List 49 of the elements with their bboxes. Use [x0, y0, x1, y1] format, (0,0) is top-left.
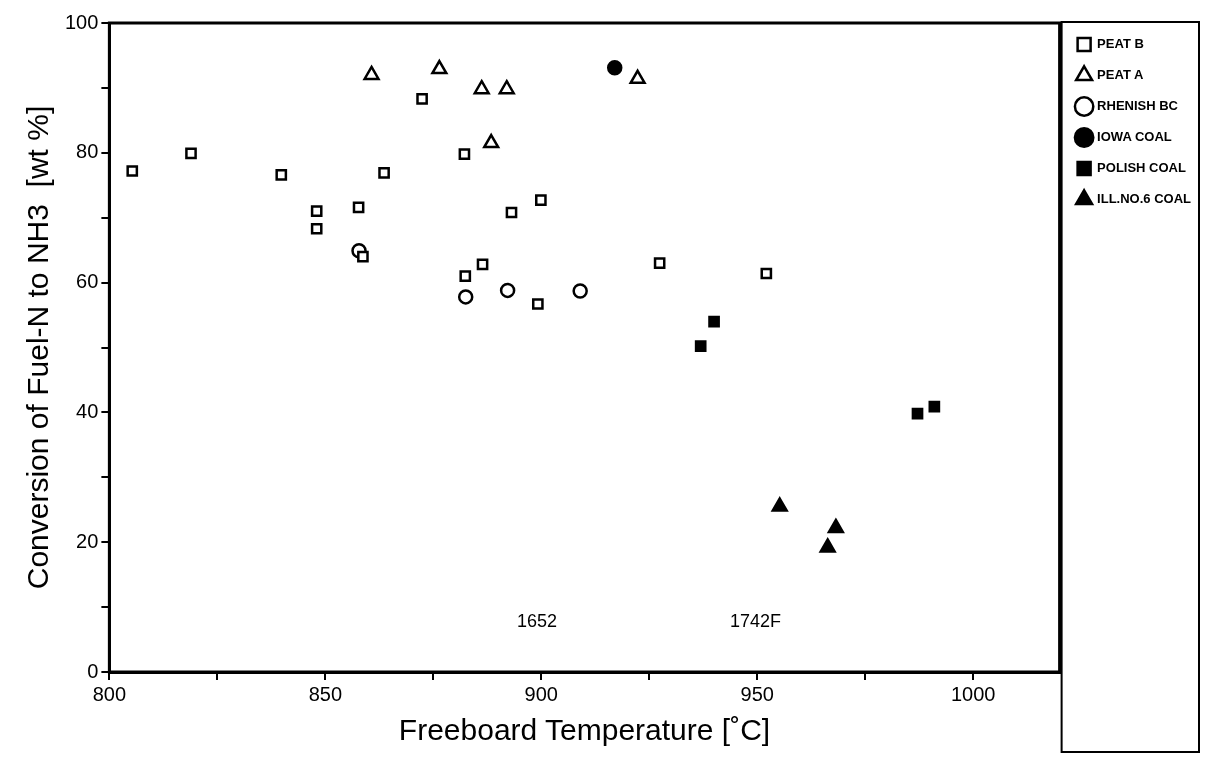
point [928, 400, 941, 413]
point [572, 283, 588, 299]
point [416, 93, 428, 105]
annotation: 1742F [730, 610, 782, 631]
y-tick-label: 60 [76, 270, 99, 293]
point [310, 205, 323, 218]
y-axis-title: Conversion of Fuel-N to NH3 [wt %] [21, 105, 55, 590]
y-tick-label: 20 [76, 529, 99, 552]
y-tick-label: 100 [64, 10, 99, 33]
point [653, 257, 666, 269]
point [352, 201, 365, 214]
point [457, 289, 474, 305]
legend-label: RHENISH BC [1097, 98, 1179, 114]
x-tick-label: 900 [524, 682, 558, 705]
point [378, 167, 390, 179]
point [185, 147, 197, 160]
point [357, 250, 369, 263]
annotation: 1652 [516, 610, 557, 631]
point [499, 282, 516, 299]
point [535, 194, 547, 207]
point [476, 258, 489, 271]
x-axis-title: Freeboard Temperature [˚C] [398, 713, 771, 747]
x-tick-label: 1000 [950, 682, 996, 705]
point [310, 222, 323, 235]
y-tick-label: 40 [76, 399, 99, 422]
point [126, 165, 139, 177]
point [708, 315, 720, 328]
point [459, 270, 472, 282]
legend-label: ILL.NO.6 COAL [1097, 191, 1192, 207]
legend-label: PEAT A [1097, 67, 1144, 83]
point [532, 298, 544, 310]
point [275, 169, 288, 181]
x-tick-label: 800 [92, 682, 127, 705]
y-tick-label: 0 [87, 659, 99, 682]
legend-label: POLISH COAL [1097, 160, 1187, 176]
point [819, 538, 836, 553]
point [911, 407, 924, 420]
point [694, 340, 707, 353]
point [458, 148, 471, 160]
point [760, 267, 773, 280]
y-tick-label: 80 [76, 140, 99, 163]
legend-label: PEAT B [1097, 36, 1144, 52]
x-tick-label: 950 [740, 682, 774, 705]
point [827, 518, 845, 534]
point [505, 206, 518, 219]
point [606, 60, 623, 76]
x-tick-label: 850 [308, 682, 343, 705]
legend-label: IOWA COAL [1097, 129, 1172, 145]
point [771, 497, 788, 512]
